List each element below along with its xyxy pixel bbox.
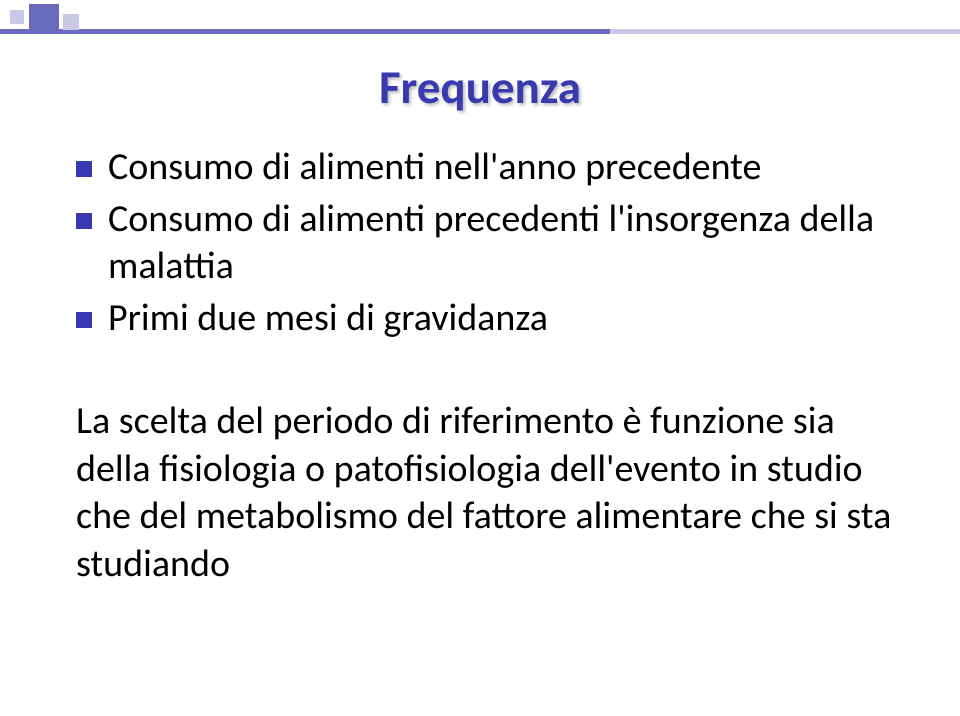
bullet-marker-icon xyxy=(76,161,92,177)
deco-square-large xyxy=(29,4,59,34)
bullet-marker-icon xyxy=(76,213,92,229)
bullet-text: Primi due mesi di gravidanza xyxy=(108,295,548,343)
bullet-marker-icon xyxy=(76,312,92,328)
slide-decoration xyxy=(0,0,960,42)
deco-square-small-right xyxy=(63,14,79,30)
deco-square-small-left xyxy=(10,10,24,24)
slide-title-container: Frequenza xyxy=(50,58,910,116)
bullet-text: Consumo di alimenti precedenti l'insorge… xyxy=(108,196,910,291)
deco-bar-dark xyxy=(0,29,610,34)
slide-title: Frequenza xyxy=(379,58,581,116)
bullet-text: Consumo di alimenti nell'anno precedente xyxy=(108,144,761,192)
bullet-list: Consumo di alimenti nell'anno precedente… xyxy=(76,144,910,342)
bullet-item: Primi due mesi di gravidanza xyxy=(76,295,910,343)
bullet-item: Consumo di alimenti precedenti l'insorge… xyxy=(76,196,910,291)
paragraph-text: La scelta del periodo di riferimento è f… xyxy=(76,398,910,588)
bullet-item: Consumo di alimenti nell'anno precedente xyxy=(76,144,910,192)
slide-content: Frequenza Consumo di alimenti nell'anno … xyxy=(0,58,960,588)
